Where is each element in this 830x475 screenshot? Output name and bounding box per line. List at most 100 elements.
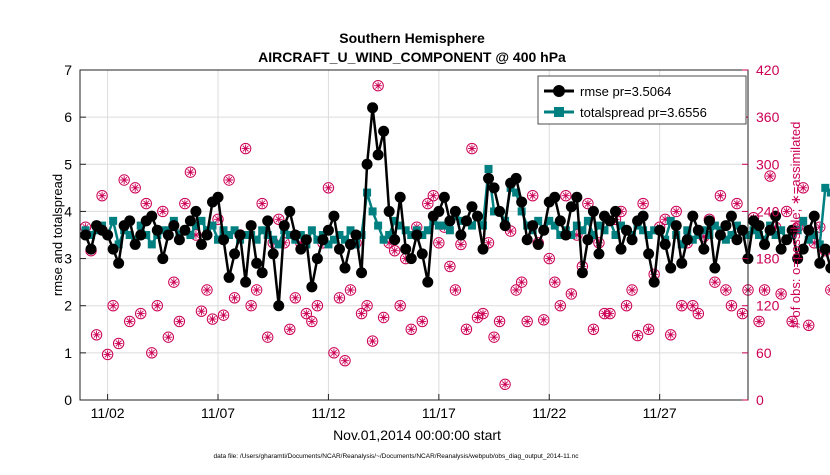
- obs-assimilated-point: [589, 325, 598, 334]
- obs-possible-point: [504, 225, 517, 237]
- obs-possible-point: [107, 300, 119, 312]
- rmse-point: [571, 191, 583, 203]
- obs-assimilated-point: [804, 321, 813, 330]
- obs-possible-point: [184, 166, 197, 178]
- obs-possible-point: [797, 182, 809, 194]
- obs-assimilated-point: [456, 240, 465, 249]
- obs-possible-point: [201, 284, 213, 296]
- rmse-point: [604, 215, 616, 227]
- obs-assimilated-point: [175, 317, 184, 326]
- rmse-point: [146, 210, 158, 222]
- obs-possible-point: [493, 315, 506, 328]
- obs-assimilated-point: [556, 301, 565, 310]
- obs-possible-point: [460, 323, 473, 335]
- totalspread-point: [699, 226, 708, 235]
- obs-possible-point: [642, 323, 655, 335]
- totalspread-point: [550, 221, 559, 230]
- rmse-point: [184, 215, 196, 227]
- rmse-point: [471, 210, 483, 222]
- rmse-point: [549, 191, 561, 203]
- obs-assimilated-point: [755, 317, 764, 326]
- rmse-point: [179, 224, 191, 236]
- x-tick-label: 11/17: [422, 405, 456, 421]
- obs-possible-point: [372, 80, 384, 92]
- rmse-point: [262, 215, 274, 227]
- obs-assimilated-point: [401, 254, 410, 263]
- obs-assimilated-point: [810, 238, 819, 247]
- rmse-point: [367, 102, 379, 114]
- totalspread-point: [158, 226, 167, 235]
- rmse-point: [753, 220, 765, 232]
- rmse-point: [356, 267, 368, 279]
- rmse-point: [521, 234, 533, 246]
- rmse-point: [400, 243, 412, 255]
- obs-assimilated-point: [771, 223, 780, 232]
- obs-assimilated-point: [335, 293, 344, 302]
- rmse-point: [102, 229, 114, 241]
- obs-possible-point: [587, 323, 600, 335]
- obs-assimilated-point: [777, 289, 786, 298]
- obs-assimilated-point: [622, 301, 631, 310]
- obs-possible-point: [433, 237, 445, 249]
- totalspread-point: [191, 221, 200, 230]
- totalspread-point: [263, 231, 272, 239]
- obs-possible-point: [394, 300, 406, 312]
- obs-possible-point: [444, 260, 456, 273]
- rmse-point: [786, 224, 798, 236]
- rmse-point: [411, 229, 423, 241]
- obs-assimilated-point: [699, 232, 708, 241]
- rmse-point: [731, 234, 743, 246]
- obs-possible-point: [140, 197, 152, 210]
- obs-assimilated-point: [677, 301, 686, 310]
- obs-assimilated-point: [340, 356, 349, 365]
- rmse-point: [295, 243, 307, 255]
- totalspread-point: [512, 188, 521, 197]
- totalspread-point: [523, 221, 532, 230]
- obs-possible-point: [676, 300, 688, 312]
- obs-possible-point: [344, 284, 357, 296]
- obs-assimilated-point: [214, 215, 223, 224]
- rmse-point: [560, 229, 572, 241]
- totalspread-point: [252, 235, 261, 244]
- obs-assimilated-point: [561, 191, 570, 200]
- totalspread-point: [258, 226, 267, 235]
- rmse-point: [775, 243, 787, 255]
- totalspread-point: [810, 231, 819, 239]
- obs-possible-point: [101, 348, 114, 361]
- obs-possible-point: [256, 197, 268, 210]
- totalspread-point: [340, 235, 349, 244]
- obs-assimilated-point: [760, 286, 769, 294]
- x-axis-label: Nov.01,2014 00:00:00 start: [333, 427, 501, 443]
- obs-possible-point: [300, 307, 313, 320]
- obs-assimilated-point: [490, 333, 499, 342]
- obs-assimilated-point: [479, 309, 488, 318]
- x-axis-ticks: 11/02 11/07 11/12 11/17 11/22 11/27: [91, 394, 677, 421]
- obs-assimilated-point: [545, 254, 554, 263]
- rmse-point: [190, 205, 202, 217]
- totalspread-point: [197, 216, 206, 225]
- rmse-point: [494, 205, 506, 217]
- legend-box: [537, 75, 747, 125]
- obs-assimilated-point: [467, 144, 476, 153]
- rmse-point: [168, 220, 180, 232]
- rmse-point: [300, 234, 312, 246]
- y-tick-label: 7: [64, 62, 72, 78]
- totalspread-point: [777, 226, 786, 235]
- rmse-point: [394, 191, 406, 203]
- rmse-point: [698, 243, 710, 255]
- y-tick-label: 0: [64, 392, 72, 408]
- rmse-point: [814, 257, 826, 269]
- totalspread-point: [545, 216, 554, 225]
- rmse-point: [251, 257, 263, 269]
- y-right-tick-label: 180: [756, 251, 780, 267]
- obs-possible-point: [195, 305, 208, 317]
- totalspread-point: [357, 231, 366, 239]
- rmse-point: [229, 248, 241, 260]
- obs-possible-point: [665, 329, 677, 341]
- rmse-point: [361, 158, 373, 170]
- obs-assimilated-point: [716, 191, 725, 200]
- obs-assimilated-point: [98, 191, 107, 200]
- totalspread-point: [710, 221, 719, 230]
- obs-assimilated-point: [164, 333, 173, 342]
- obs-possible-point: [355, 307, 368, 320]
